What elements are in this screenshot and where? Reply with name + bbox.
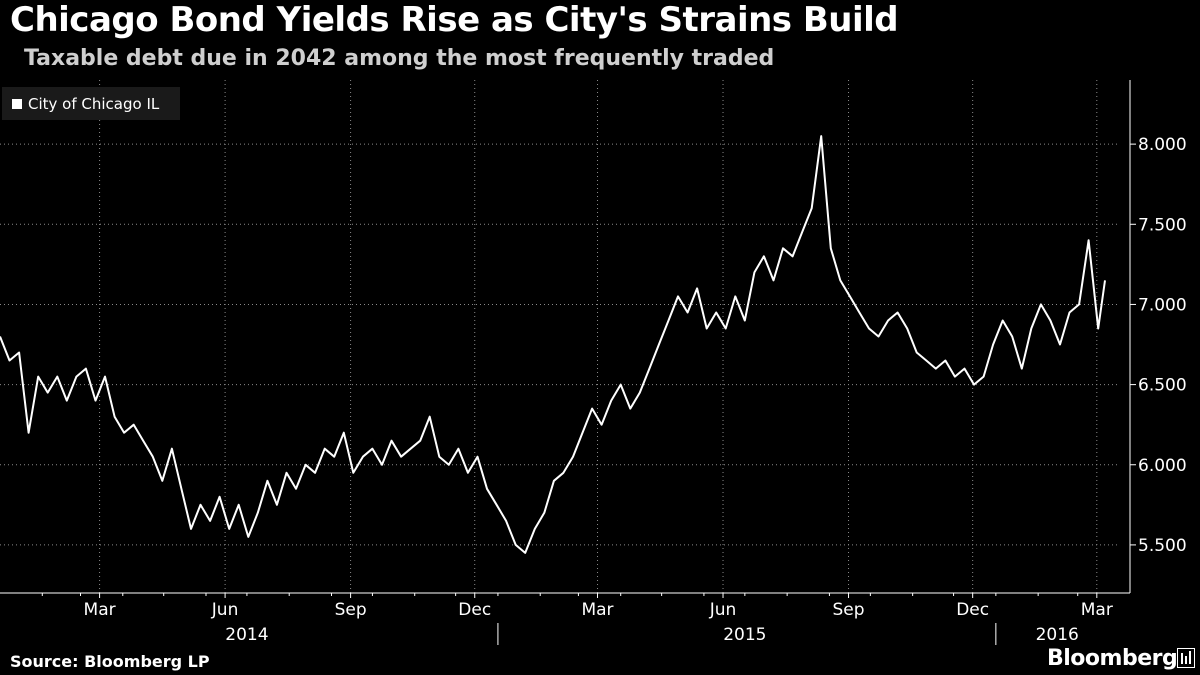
year-label: 2016 (1036, 625, 1079, 645)
bloomberg-terminal-icon (1177, 648, 1195, 668)
x-tick-label: Dec (956, 600, 989, 620)
legend: City of Chicago IL (2, 87, 180, 120)
x-tick-label: Sep (335, 600, 367, 620)
x-tick-label: Jun (211, 600, 239, 620)
y-tick-label: 5.500 (1138, 536, 1187, 556)
chart-title: Chicago Bond Yields Rise as City's Strai… (10, 0, 899, 40)
x-tick-label: Mar (1081, 600, 1113, 620)
source-note: Source: Bloomberg LP (10, 652, 210, 671)
grid-lines (0, 80, 1120, 593)
legend-swatch (12, 98, 22, 109)
x-tick-label: Mar (581, 600, 613, 620)
x-tick-label: Sep (833, 600, 865, 620)
chart-subtitle: Taxable debt due in 2042 among the most … (24, 46, 775, 71)
series-line-city-of-chicago (0, 135, 1106, 554)
y-tick-label: 7.000 (1138, 295, 1187, 315)
year-label: 2014 (225, 625, 268, 645)
y-tick-label: 6.000 (1138, 456, 1187, 476)
x-tick-label: Mar (84, 600, 116, 620)
y-tick-label: 7.500 (1138, 215, 1187, 235)
series-group (0, 135, 1106, 554)
year-label: 2015 (723, 625, 766, 645)
y-tick-label: 8.000 (1138, 135, 1187, 155)
legend-label: City of Chicago IL (28, 94, 160, 113)
y-tick-label: 6.500 (1138, 376, 1187, 396)
x-tick-label: Dec (458, 600, 491, 620)
brand-logo: Bloomberg (1047, 646, 1178, 671)
axes: 5.500 6.000 6.500 7.000 7.500 8.000 Mar Jun Sep D… (0, 80, 1187, 645)
x-tick-label: Jun (709, 600, 737, 620)
